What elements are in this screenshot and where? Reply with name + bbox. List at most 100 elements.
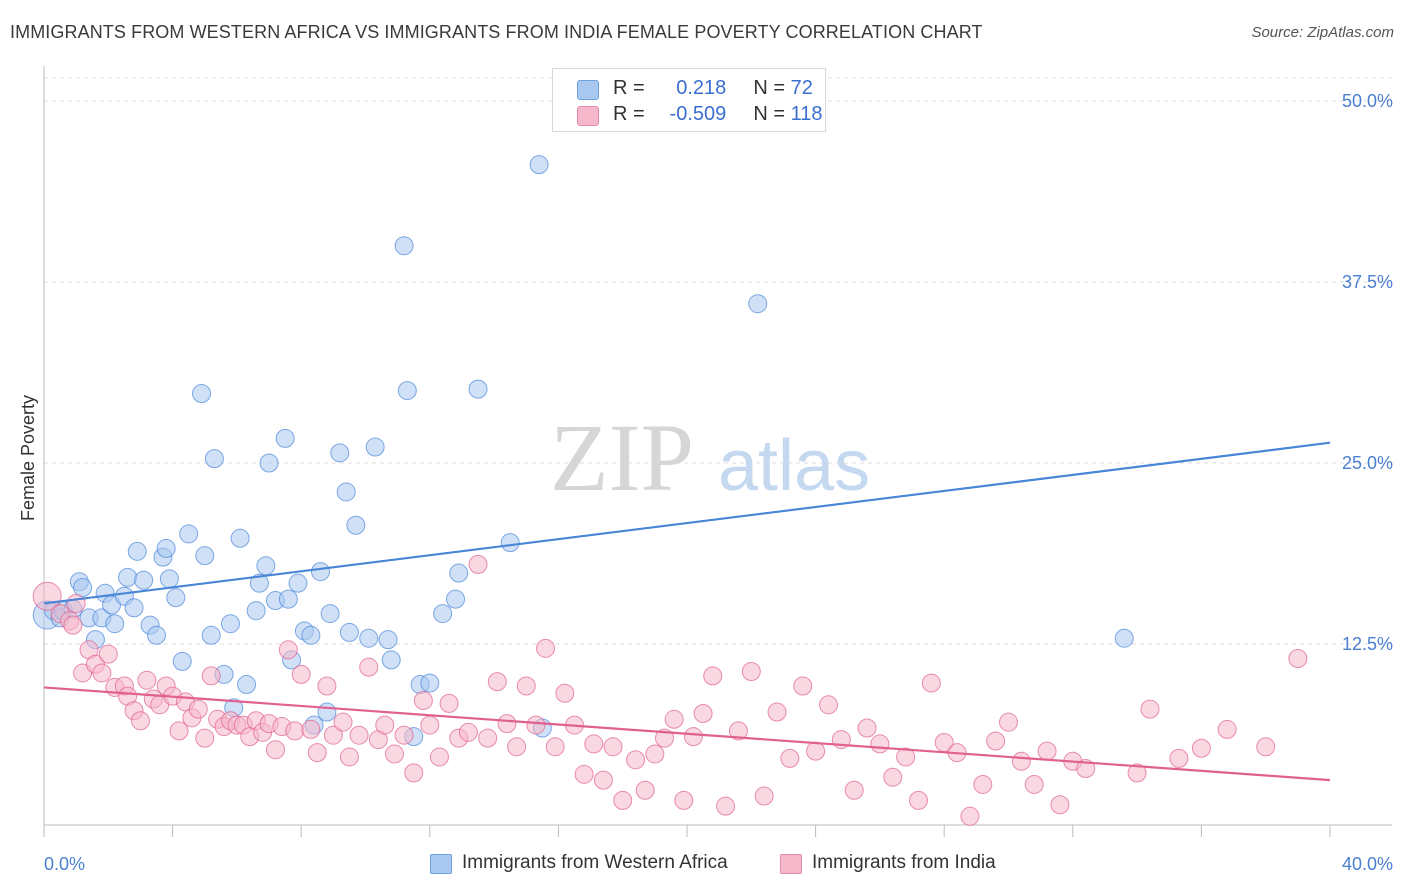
point-india[interactable] bbox=[384, 744, 404, 764]
point-india[interactable] bbox=[1127, 763, 1147, 783]
point-india[interactable] bbox=[960, 806, 980, 826]
point-western-africa[interactable] bbox=[394, 236, 414, 256]
point-india[interactable] bbox=[1076, 759, 1096, 779]
point-india[interactable] bbox=[458, 722, 478, 742]
point-western-africa[interactable] bbox=[159, 569, 179, 589]
point-western-africa[interactable] bbox=[1114, 628, 1134, 648]
point-india[interactable] bbox=[63, 615, 83, 635]
point-india[interactable] bbox=[339, 747, 359, 767]
point-india[interactable] bbox=[818, 695, 838, 715]
point-western-africa[interactable] bbox=[134, 570, 154, 590]
point-india[interactable] bbox=[195, 728, 215, 748]
point-western-africa[interactable] bbox=[249, 573, 269, 593]
point-india[interactable] bbox=[349, 725, 369, 745]
point-western-africa[interactable] bbox=[105, 614, 125, 634]
point-india[interactable] bbox=[420, 715, 440, 735]
point-western-africa[interactable] bbox=[237, 675, 257, 695]
point-india[interactable] bbox=[593, 770, 613, 790]
point-western-africa[interactable] bbox=[301, 625, 321, 645]
point-india[interactable] bbox=[870, 734, 890, 754]
point-western-africa[interactable] bbox=[220, 614, 240, 634]
point-india[interactable] bbox=[497, 714, 517, 734]
point-india[interactable] bbox=[394, 725, 414, 745]
point-western-africa[interactable] bbox=[259, 453, 279, 473]
point-india[interactable] bbox=[188, 699, 208, 719]
point-western-africa[interactable] bbox=[381, 650, 401, 670]
point-india[interactable] bbox=[703, 666, 723, 686]
point-western-africa[interactable] bbox=[748, 294, 768, 314]
point-western-africa[interactable] bbox=[127, 541, 147, 561]
point-india[interactable] bbox=[92, 663, 112, 683]
point-india[interactable] bbox=[413, 690, 433, 710]
point-india[interactable] bbox=[1011, 751, 1031, 771]
point-western-africa[interactable] bbox=[288, 573, 308, 593]
point-india[interactable] bbox=[613, 790, 633, 810]
point-india[interactable] bbox=[716, 796, 736, 816]
point-india[interactable] bbox=[333, 712, 353, 732]
point-western-africa[interactable] bbox=[204, 449, 224, 469]
point-india[interactable] bbox=[429, 747, 449, 767]
point-india[interactable] bbox=[693, 703, 713, 723]
point-india[interactable] bbox=[1256, 737, 1276, 757]
point-western-africa[interactable] bbox=[172, 651, 192, 671]
point-india[interactable] bbox=[683, 727, 703, 747]
point-india[interactable] bbox=[468, 554, 488, 574]
point-india[interactable] bbox=[1191, 738, 1211, 758]
point-india[interactable] bbox=[741, 662, 761, 682]
point-india[interactable] bbox=[728, 721, 748, 741]
point-india[interactable] bbox=[507, 737, 527, 757]
point-india[interactable] bbox=[844, 780, 864, 800]
point-india[interactable] bbox=[908, 790, 928, 810]
point-india[interactable] bbox=[265, 740, 285, 760]
point-india[interactable] bbox=[278, 640, 298, 660]
point-western-africa[interactable] bbox=[420, 673, 440, 693]
point-india[interactable] bbox=[555, 683, 575, 703]
point-western-africa[interactable] bbox=[179, 524, 199, 544]
point-india[interactable] bbox=[626, 750, 646, 770]
point-india[interactable] bbox=[1140, 699, 1160, 719]
point-india[interactable] bbox=[545, 737, 565, 757]
point-western-africa[interactable] bbox=[256, 556, 276, 576]
point-western-africa[interactable] bbox=[118, 567, 138, 587]
point-india[interactable] bbox=[317, 676, 337, 696]
point-india[interactable] bbox=[130, 711, 150, 731]
point-western-africa[interactable] bbox=[365, 437, 385, 457]
point-india[interactable] bbox=[767, 702, 787, 722]
point-india[interactable] bbox=[603, 737, 623, 757]
point-western-africa[interactable] bbox=[73, 578, 93, 598]
point-western-africa[interactable] bbox=[246, 601, 266, 621]
point-india[interactable] bbox=[635, 780, 655, 800]
point-india[interactable] bbox=[999, 712, 1018, 732]
point-india[interactable] bbox=[201, 666, 221, 686]
point-western-africa[interactable] bbox=[359, 628, 379, 648]
point-india[interactable] bbox=[516, 676, 536, 696]
point-india[interactable] bbox=[526, 715, 546, 735]
point-western-africa[interactable] bbox=[317, 702, 337, 722]
point-western-africa[interactable] bbox=[278, 589, 298, 609]
point-india[interactable] bbox=[896, 747, 916, 767]
point-india[interactable] bbox=[574, 764, 594, 784]
point-western-africa[interactable] bbox=[468, 379, 488, 399]
point-western-africa[interactable] bbox=[397, 381, 417, 401]
point-india[interactable] bbox=[359, 657, 379, 677]
point-india[interactable] bbox=[857, 718, 877, 738]
point-india[interactable] bbox=[645, 744, 665, 764]
point-india[interactable] bbox=[1050, 795, 1070, 815]
point-india[interactable] bbox=[1217, 719, 1237, 739]
point-india[interactable] bbox=[664, 709, 684, 729]
point-india[interactable] bbox=[654, 728, 674, 748]
point-western-africa[interactable] bbox=[330, 443, 350, 463]
point-india[interactable] bbox=[487, 672, 507, 692]
point-western-africa[interactable] bbox=[378, 630, 398, 650]
point-india[interactable] bbox=[1024, 774, 1044, 794]
point-india[interactable] bbox=[301, 719, 321, 739]
point-western-africa[interactable] bbox=[166, 588, 186, 608]
point-india[interactable] bbox=[98, 644, 118, 664]
point-india[interactable] bbox=[806, 741, 826, 761]
point-western-africa[interactable] bbox=[339, 622, 359, 642]
point-india[interactable] bbox=[793, 676, 813, 696]
point-india[interactable] bbox=[921, 673, 941, 693]
point-india[interactable] bbox=[307, 743, 327, 763]
point-india[interactable] bbox=[754, 786, 774, 806]
point-western-africa[interactable] bbox=[156, 538, 176, 558]
